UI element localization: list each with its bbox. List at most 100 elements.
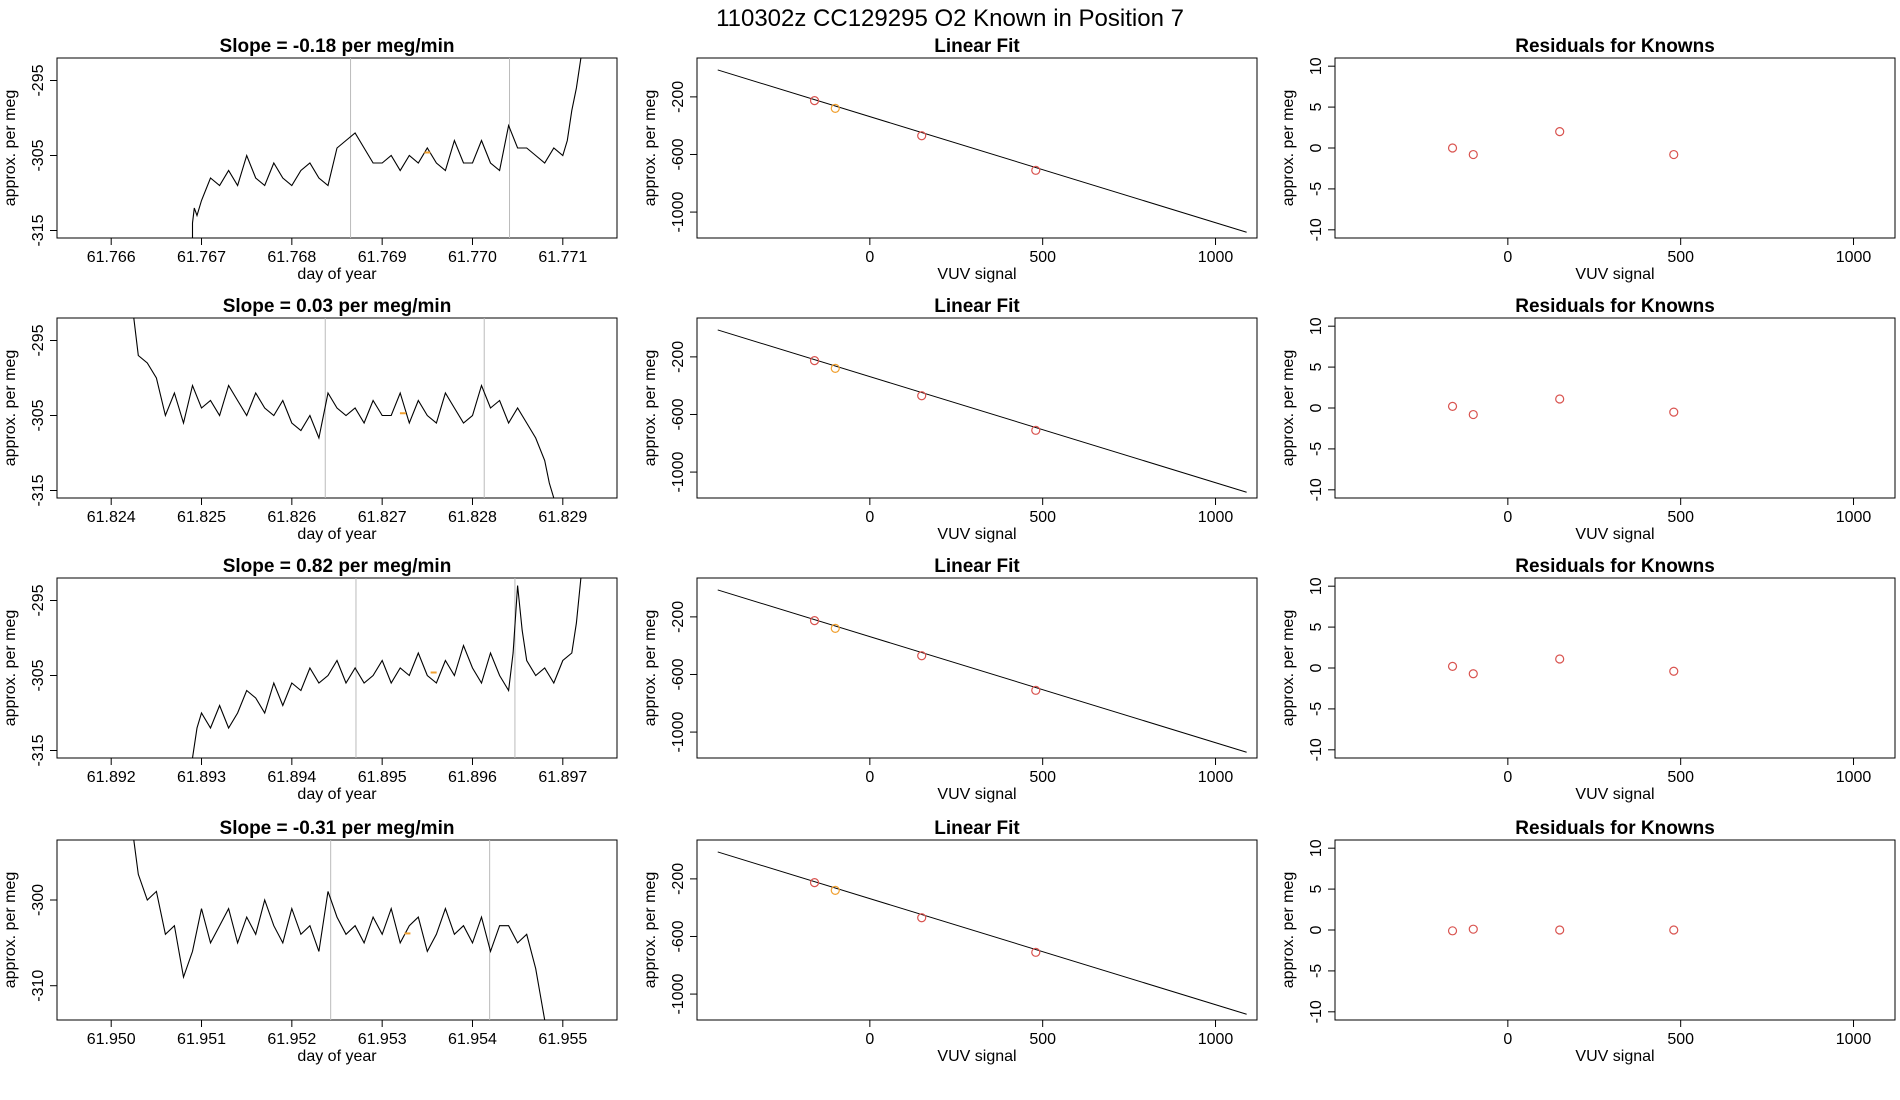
x-tick-label: 61.766: [87, 249, 136, 266]
known-point: [917, 391, 927, 401]
y-tick-label: -600: [670, 920, 687, 952]
x-tick-label: 500: [1029, 1031, 1056, 1048]
panel-linearfit-row3: Linear Fit 0 500 1000 -200 -600 -1000 VUV signa…: [642, 556, 1258, 803]
y-tick-label: 0: [1308, 403, 1325, 412]
y-tick-label: -305: [30, 659, 47, 691]
y-tick-label: -315: [30, 474, 47, 506]
x-tick-label: 0: [865, 1031, 874, 1048]
known-point: [1031, 165, 1041, 175]
y-axis-label: approx. per meg: [1280, 872, 1297, 989]
x-tick-label: 61.825: [177, 509, 226, 526]
plot-area: [717, 69, 1247, 233]
panel-timeseries-row3: Slope = 0.82 per meg/min 61.892 61.893 61.8…: [2, 556, 618, 803]
residual-point: [1669, 149, 1679, 160]
plot-frame: [56, 577, 618, 759]
y-tick-label: -295: [30, 64, 47, 96]
plot-frame: [56, 839, 618, 1021]
y-tick-label: -200: [670, 601, 687, 633]
y-tick-label: 5: [1308, 363, 1325, 372]
panel-title: Slope = 0.03 per meg/min: [223, 296, 452, 317]
y-tick-label: -315: [30, 734, 47, 766]
x-tick-label: 61.955: [538, 1031, 587, 1048]
y-tick-label: -5: [1308, 182, 1325, 196]
panel-timeseries-row2: Slope = 0.03 per meg/min 61.824 61.825 61.8…: [2, 296, 618, 543]
data-series-line: [133, 318, 555, 498]
y-tick-label: 10: [1308, 839, 1325, 857]
panel-title: Linear Fit: [934, 296, 1020, 317]
x-tick-label: 61.892: [87, 769, 136, 786]
y-axis-label: approx. per meg: [2, 350, 19, 467]
y-axis-label: approx. per meg: [642, 90, 659, 207]
residual-point: [1669, 407, 1679, 417]
y-tick-label: -200: [670, 81, 687, 113]
panel-linearfit-row4: Linear Fit 0 500 1000 -200 -600 -1000 VUV signa…: [642, 818, 1258, 1065]
y-axis-label: approx. per meg: [1280, 350, 1297, 467]
panel-timeseries-row4: Slope = -0.31 per meg/min 61.950 61.951 61.…: [2, 818, 618, 1065]
y-tick-label: 0: [1308, 143, 1325, 152]
panel-title: Slope = -0.31 per meg/min: [220, 818, 455, 839]
x-tick-label: 61.769: [358, 249, 407, 266]
plot-area: [66, 58, 582, 238]
residual-point: [1669, 666, 1679, 676]
residual-point: [1468, 669, 1478, 679]
x-tick-label: 0: [865, 769, 874, 786]
x-tick-label: 61.896: [448, 769, 497, 786]
plot-frame: [696, 577, 1258, 759]
known-point: [1031, 947, 1041, 957]
plot-area: [1447, 127, 1679, 160]
x-axis-label: day of year: [297, 526, 377, 543]
panel-residuals-row3: Residuals for Knowns 0 500 1000 -10 -5 0 5 10 VUV…: [1280, 556, 1896, 803]
panel-linearfit-row2: Linear Fit 0 500 1000 -200 -600 -1000 VUV signa…: [642, 296, 1258, 543]
plot-area: [133, 318, 555, 498]
x-tick-label: 61.767: [177, 249, 226, 266]
y-axis-label: approx. per meg: [1280, 90, 1297, 207]
y-tick-label: -600: [670, 138, 687, 170]
x-axis-label: VUV signal: [937, 526, 1016, 543]
residual-point: [1447, 401, 1458, 411]
y-tick-label: 0: [1308, 925, 1325, 934]
x-tick-label: 500: [1667, 1031, 1694, 1048]
x-tick-label: 0: [1503, 1031, 1512, 1048]
x-tick-label: 61.897: [538, 769, 587, 786]
known-point: [830, 363, 840, 373]
x-tick-label: 0: [1503, 249, 1512, 266]
x-tick-label: 0: [865, 509, 874, 526]
x-tick-label: 1000: [1198, 249, 1234, 266]
x-tick-label: 61.895: [358, 769, 407, 786]
panel-title: Linear Fit: [934, 36, 1020, 57]
residual-point: [1447, 926, 1458, 936]
y-tick-label: -5: [1308, 702, 1325, 716]
plot-frame: [1334, 317, 1896, 499]
x-axis-label: day of year: [297, 1048, 377, 1065]
y-tick-label: -315: [30, 214, 47, 246]
y-tick-label: -10: [1308, 218, 1325, 241]
y-tick-label: -305: [30, 139, 47, 171]
x-tick-label: 1000: [1836, 509, 1872, 526]
known-point: [830, 623, 840, 634]
x-tick-label: 61.950: [87, 1031, 136, 1048]
panel-timeseries-row1: Slope = -0.18 per meg/min 61.766 61.767 61.…: [2, 36, 618, 283]
plot-frame: [696, 839, 1258, 1021]
x-tick-label: 61.894: [267, 769, 316, 786]
x-axis-label: VUV signal: [1575, 786, 1654, 803]
y-tick-label: -10: [1308, 478, 1325, 501]
y-tick-label: -600: [670, 398, 687, 430]
y-tick-label: -1000: [670, 974, 687, 1015]
known-point: [1031, 685, 1041, 695]
x-axis-label: VUV signal: [1575, 1048, 1654, 1065]
y-tick-label: 5: [1308, 885, 1325, 894]
residual-point: [1447, 661, 1458, 671]
panel-title: Residuals for Knowns: [1515, 556, 1715, 577]
data-series-line: [66, 578, 582, 758]
known-point: [809, 878, 820, 888]
known-point: [917, 131, 927, 141]
y-tick-label: -10: [1308, 738, 1325, 761]
known-point: [830, 885, 840, 896]
panels: Slope = -0.18 per meg/min 61.766 61.767 61.…: [2, 36, 1896, 1065]
residual-point: [1468, 409, 1478, 420]
y-tick-label: -5: [1308, 442, 1325, 456]
panel-linearfit-row1: Linear Fit 0 500 1000 -200 -600 -1000 VUV signa…: [642, 36, 1258, 283]
y-tick-label: -300: [30, 884, 47, 916]
plot-area: [1447, 394, 1679, 420]
y-tick-label: -305: [30, 399, 47, 431]
